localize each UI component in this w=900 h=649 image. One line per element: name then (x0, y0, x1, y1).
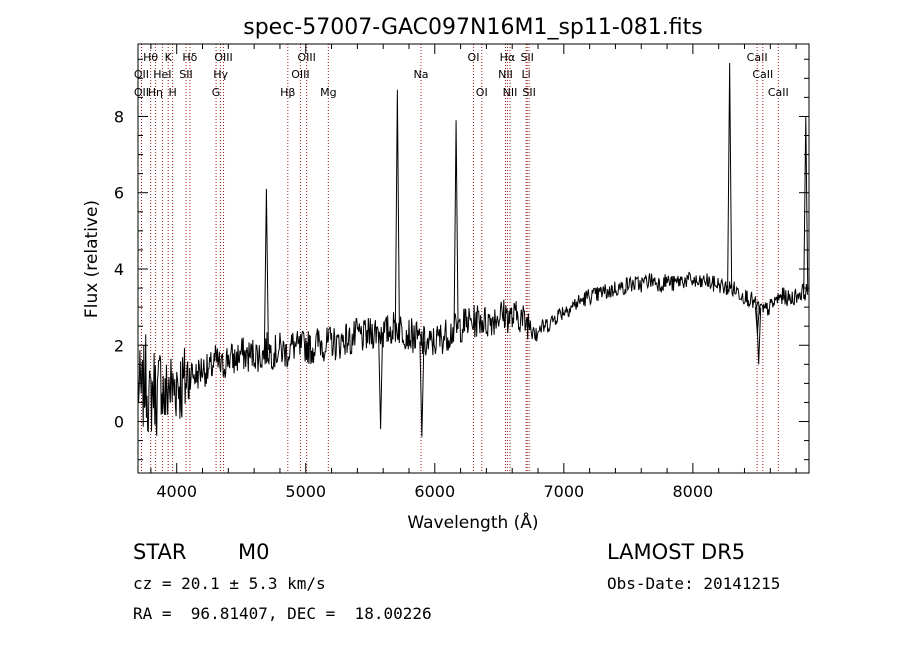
spectrum-spike-1 (378, 332, 384, 430)
line-marker-label: K (165, 51, 173, 64)
line-marker-label: NII (503, 86, 518, 99)
y-tick-label: 6 (114, 184, 124, 203)
x-axis-label: Wavelength (Å) (407, 511, 538, 533)
line-marker-label: Hθ (143, 51, 158, 64)
line-marker-label: SII (179, 68, 192, 81)
plot-area (137, 63, 809, 437)
subclass-label: M0 (238, 540, 270, 564)
line-marker-label: CaII (768, 86, 789, 99)
y-tick-label: 4 (114, 260, 124, 279)
spectrum-spike-5 (727, 63, 733, 289)
spectrum-spike-7 (756, 307, 762, 365)
y-tick-label: 8 (114, 107, 124, 126)
plot-frame (137, 43, 810, 474)
spectrum-spike-0 (263, 188, 269, 350)
x-tick-label: 6000 (414, 482, 455, 501)
line-marker-label: Na (413, 68, 428, 81)
obs-date: Obs-Date: 20141215 (607, 574, 781, 593)
line-marker-label: H (168, 86, 176, 99)
spectrum-spike-8 (803, 116, 809, 292)
x-tick-label: 8000 (673, 482, 714, 501)
line-marker-label: OI (468, 51, 480, 64)
spectrum-spike-2 (394, 89, 400, 327)
line-marker-label: Li (522, 68, 531, 81)
line-marker-label: OI (476, 86, 488, 99)
y-tick-label: 0 (114, 413, 124, 432)
ra-dec: RA = 96.81407, DEC = 18.00226 (133, 604, 432, 623)
line-marker-label: OIII (291, 68, 309, 81)
line-marker-label: HeI (153, 68, 171, 81)
line-marker-label: CaII (747, 51, 768, 64)
spectrum-spike-3 (419, 341, 425, 437)
line-marker-label: Hα (500, 51, 516, 64)
y-axis-label: Flux (relative) (82, 200, 102, 318)
line-marker-label: Hη (148, 86, 163, 99)
line-marker-label: SII (520, 51, 533, 64)
line-marker-label: CaII (752, 68, 773, 81)
line-marker-label: G (212, 86, 221, 99)
axes: 4000 5000 6000 7000 8000 0 2 4 6 8 (114, 44, 809, 501)
line-marker-label: Mg (320, 86, 336, 99)
line-marker-label: Hδ (182, 51, 197, 64)
x-tick-label: 5000 (285, 482, 326, 501)
line-marker-label: SII (522, 86, 535, 99)
line-marker-label: Hγ (213, 68, 228, 81)
emission-line-markers: HθOIIOIIHηHeIKHSIIHδGHγOIIIHβOIIIOIIIMgN… (134, 44, 789, 473)
line-marker-label: OIII (297, 51, 315, 64)
spectrum-spike-4 (453, 120, 459, 329)
y-tick-label: 2 (114, 336, 124, 355)
spectrum-line (137, 271, 809, 436)
line-marker-label: NII (498, 68, 513, 81)
line-marker-label: OIII (214, 51, 232, 64)
survey-label: LAMOST DR5 (607, 540, 746, 564)
cz-value: cz = 20.1 ± 5.3 km/s (133, 574, 326, 593)
x-tick-label: 4000 (156, 482, 197, 501)
chart-title: spec-57007-GAC097N16M1_sp11-081.fits (243, 15, 703, 40)
class-label: STAR (133, 540, 187, 564)
x-tick-label: 7000 (543, 482, 584, 501)
line-marker-label: Hβ (280, 86, 295, 99)
